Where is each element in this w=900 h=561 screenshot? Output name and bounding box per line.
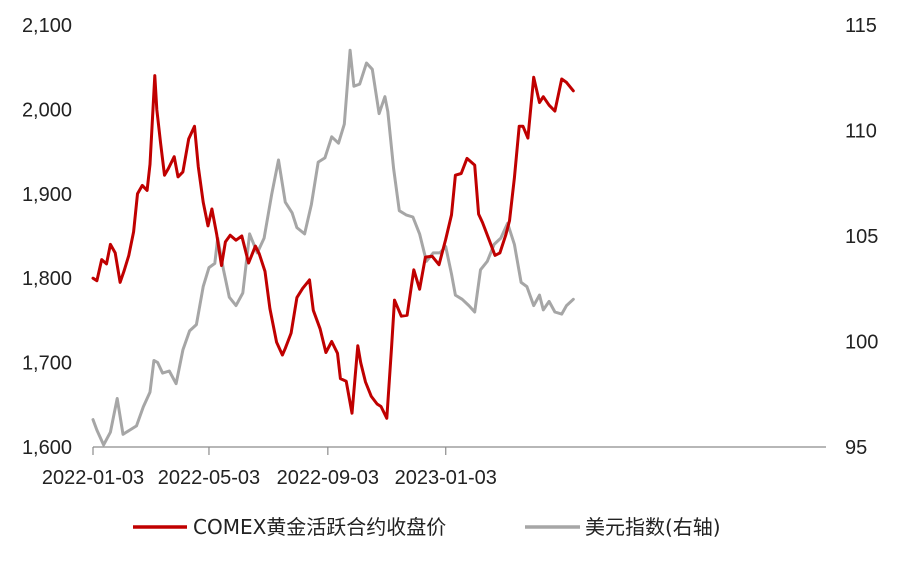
legend-item: 美元指数(右轴) [525, 515, 721, 539]
legend-label: 美元指数(右轴) [585, 515, 721, 539]
y-right-tick-label: 100 [845, 332, 878, 354]
y-right-tick-label: 110 [845, 121, 877, 143]
usd-index-series-line [91, 48, 575, 447]
y-right-tick-label: 105 [845, 226, 878, 248]
series-layer [91, 48, 575, 447]
y-right-tick-label: 95 [845, 437, 867, 459]
y-left-tick-label: 1,800 [22, 268, 72, 290]
y-left-tick-label: 2,100 [22, 15, 72, 37]
x-tick-label: 2023-01-03 [395, 467, 497, 489]
legend: COMEX黄金活跃合约收盘价 美元指数(右轴) [133, 515, 721, 539]
y-left-tick-label: 2,000 [22, 99, 72, 121]
x-tick-label: 2022-05-03 [158, 467, 260, 489]
x-tick-label: 2022-01-03 [42, 467, 144, 489]
y-left-tick-label: 1,700 [22, 353, 72, 375]
y-left-tick-label: 1,600 [22, 437, 72, 459]
y-right-tick-label: 115 [845, 15, 877, 37]
gold-price-series-line [91, 74, 575, 420]
x-tick-label: 2022-09-03 [277, 467, 379, 489]
legend-label: COMEX黄金活跃合约收盘价 [193, 515, 446, 539]
legend-item: COMEX黄金活跃合约收盘价 [133, 515, 446, 539]
y-left-tick-label: 1,900 [22, 184, 72, 206]
ticks-layer: 1,600 1,700 1,800 1,900 2,000 2,100 95 100 105 11… [22, 15, 878, 489]
